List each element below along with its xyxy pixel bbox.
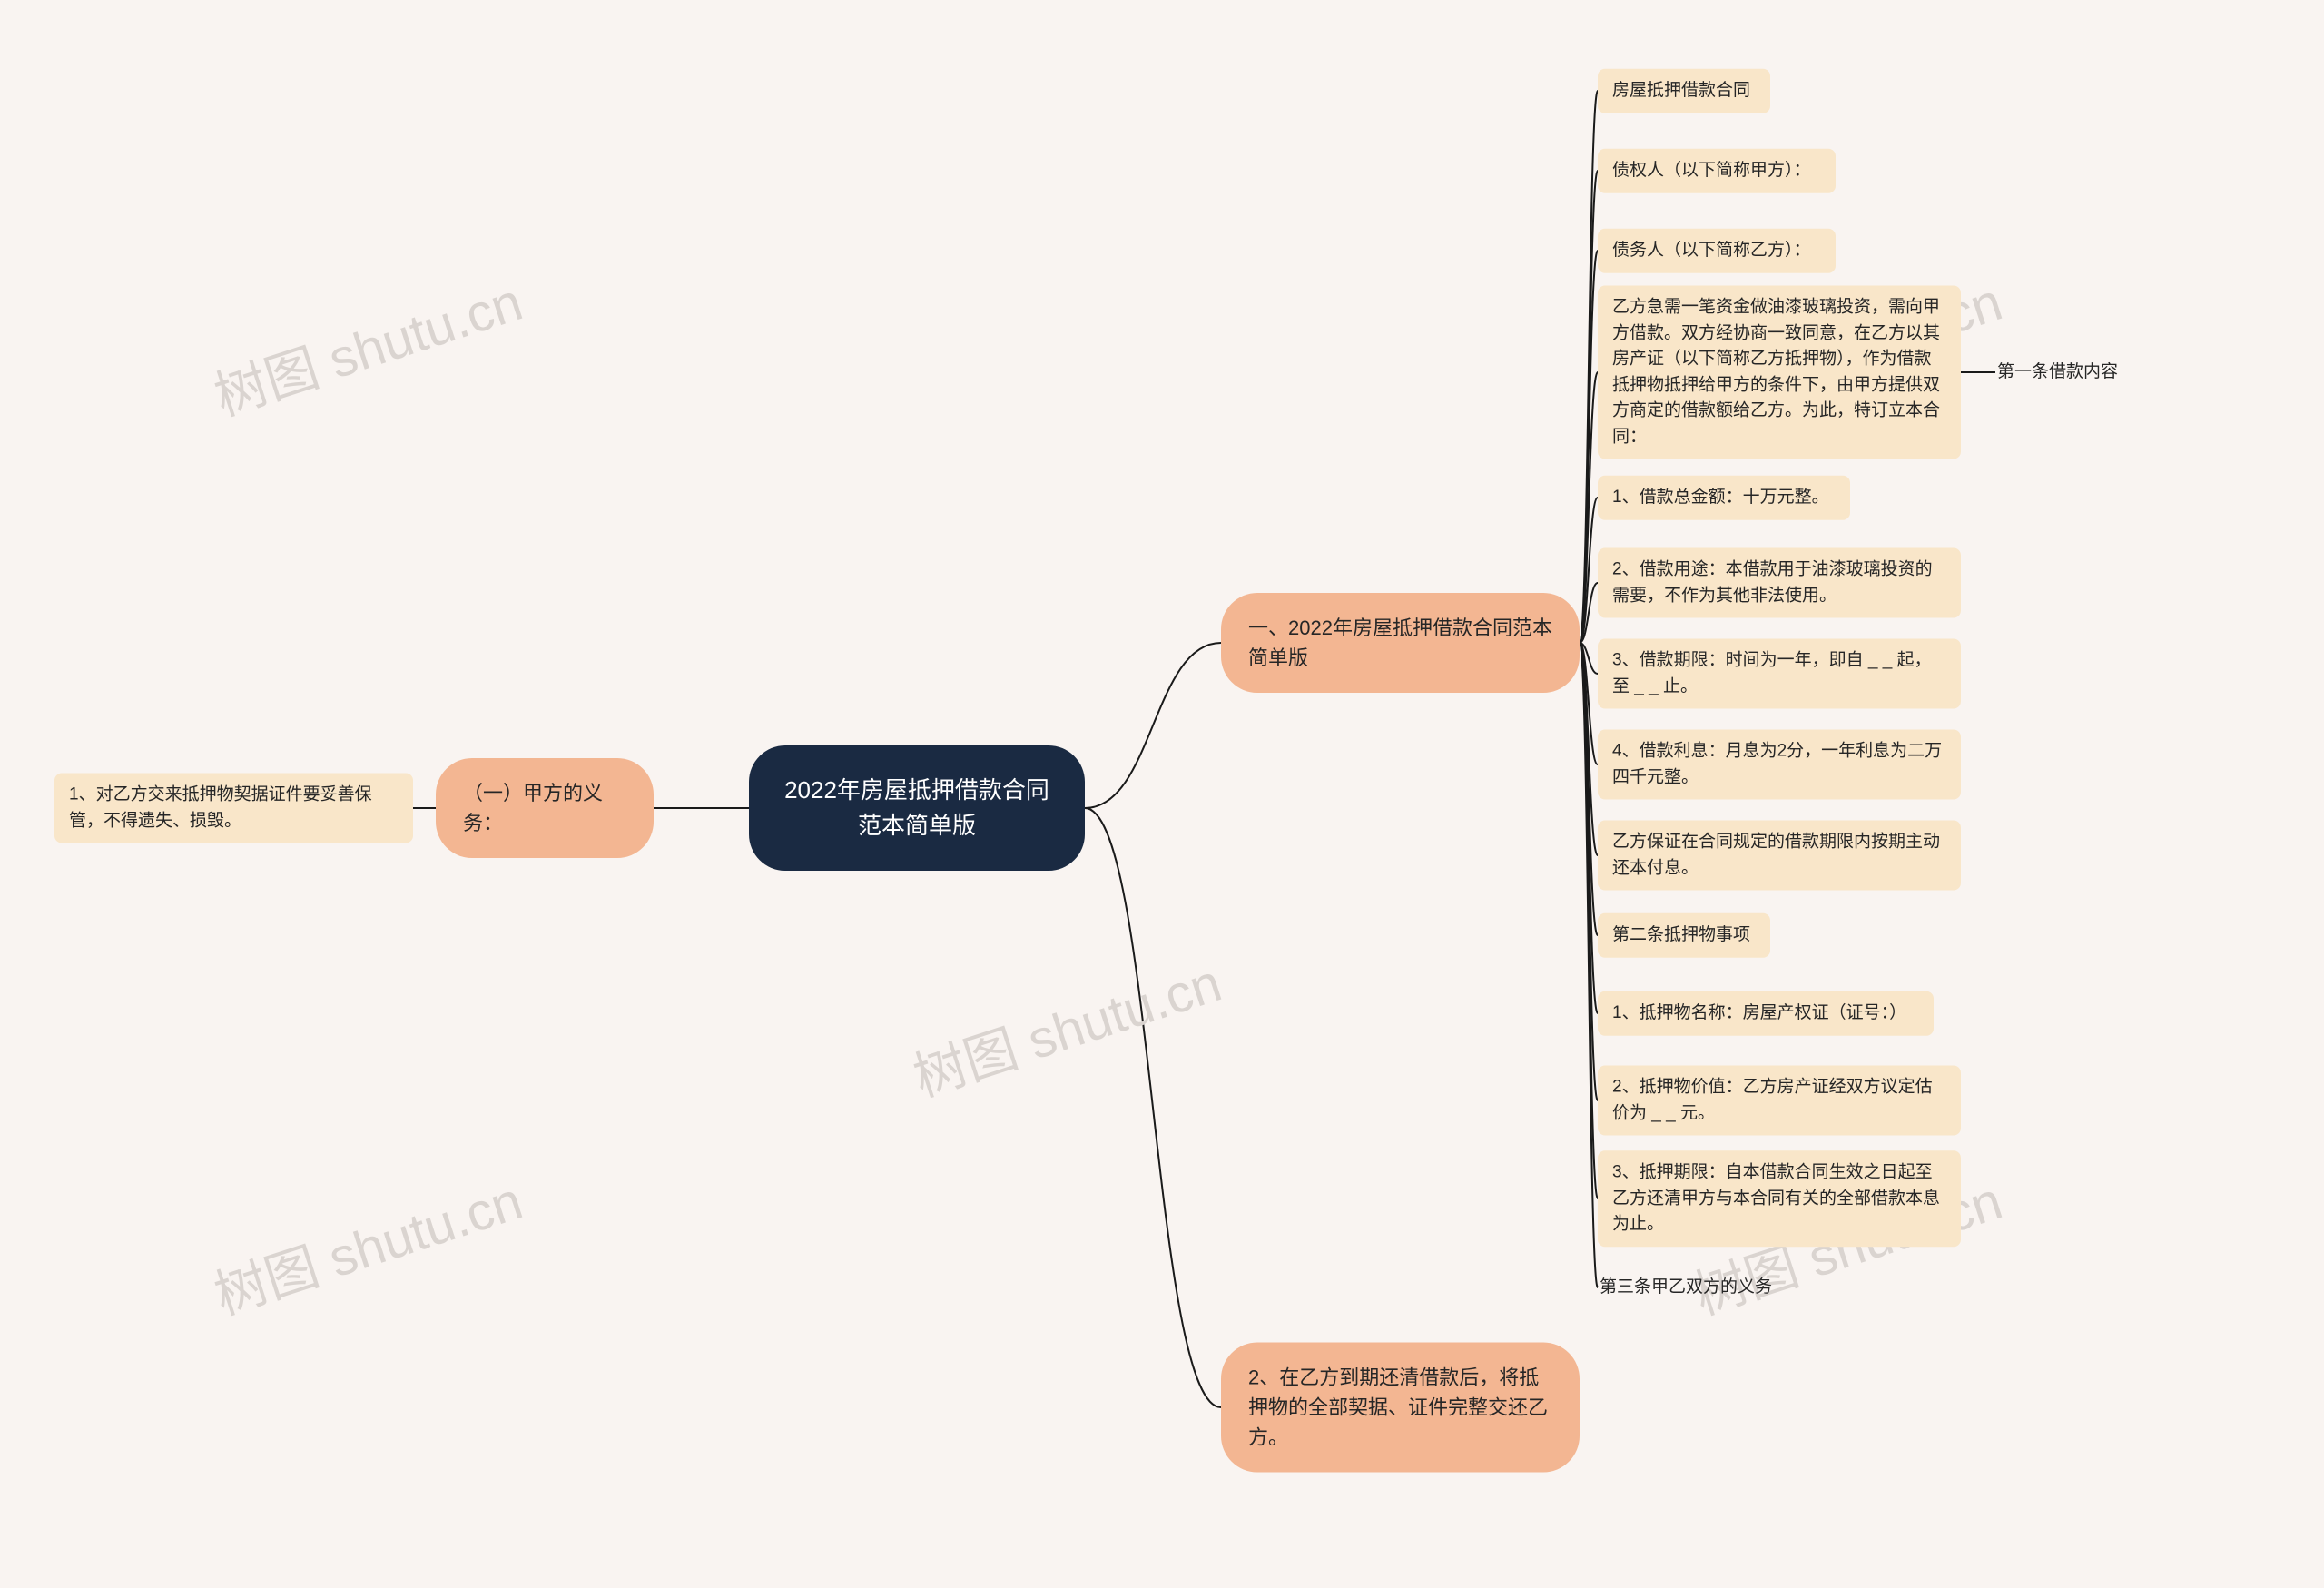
edge (1580, 643, 1598, 1100)
leaf-node[interactable]: 乙方急需一笔资金做油漆玻璃投资，需向甲方借款。双方经协商一致同意，在乙方以其房产… (1598, 286, 1961, 459)
leaf-node[interactable]: 2、借款用途：本借款用于油漆玻璃投资的需要，不作为其他非法使用。 (1598, 548, 1961, 618)
edge (1580, 171, 1598, 643)
node-text: 1、对乙方交来抵押物契据证件要妥善保管，不得遗失、损毁。 (69, 785, 372, 831)
edge (1580, 583, 1598, 643)
node-text: 2、借款用途：本借款用于油漆玻璃投资的需要，不作为其他非法使用。 (1612, 560, 1933, 606)
leaf-node[interactable]: 1、借款总金额：十万元整。 (1598, 476, 1850, 520)
branch-node[interactable]: 2、在乙方到期还清借款后，将抵押物的全部契据、证件完整交还乙方。 (1221, 1343, 1580, 1473)
node-text: 押物的全部契据、证件完整交还乙 (1248, 1396, 1548, 1419)
root-node[interactable]: 2022年房屋抵押借款合同范本简单版 (749, 745, 1085, 871)
edge (1085, 808, 1221, 1407)
leaf-node[interactable]: 1、抵押物名称：房屋产权证（证号：） (1598, 991, 1934, 1036)
node-text: 4、借款利息：月息为2分，一年利息为二万四千元整。 (1612, 742, 1942, 787)
node-text: 一、2022年房屋抵押借款合同范本 (1248, 616, 1552, 639)
leaf-node[interactable]: 债权人（以下简称甲方）： (1598, 149, 1836, 193)
watermark: 树图 shutu.cn (203, 260, 530, 430)
node-text: 方。 (1248, 1426, 1288, 1449)
leaf-node[interactable]: 3、借款期限：时间为一年，即自 _ _ 起，至 _ _ 止。 (1598, 639, 1961, 709)
node-text: 2、抵押物价值：乙方房产证经双方议定估价为 _ _ 元。 (1612, 1078, 1933, 1123)
node-text: 3、借款期限：时间为一年，即自 _ _ 起，至 _ _ 止。 (1612, 651, 1932, 696)
edge (1085, 643, 1221, 808)
watermark: 树图 shutu.cn (203, 1159, 530, 1329)
watermark: 树图 shutu.cn (902, 941, 1229, 1111)
leaf-node[interactable]: 第三条甲乙双方的义务 (1598, 1271, 1799, 1305)
mindmap-canvas: 树图 shutu.cn树图 shutu.cn树图 shutu.cn树图 shut… (0, 0, 2324, 1588)
leaf-node[interactable]: 2、抵押物价值：乙方房产证经双方议定估价为 _ _ 元。 (1598, 1066, 1961, 1136)
leaf-node[interactable]: 1、对乙方交来抵押物契据证件要妥善保管，不得遗失、损毁。 (54, 774, 413, 843)
edge (1580, 251, 1598, 643)
node-text: 乙方急需一笔资金做油漆玻璃投资，需向甲方借款。双方经协商一致同意，在乙方以其房产… (1612, 298, 1940, 447)
node-text: 第三条甲乙双方的义务 (1600, 1277, 1772, 1297)
edge (1580, 372, 1598, 643)
node-text: 3、抵押期限：自本借款合同生效之日起至乙方还清甲方与本合同有关的全部借款本息为止… (1612, 1162, 1940, 1233)
node-text: 债权人（以下简称甲方）： (1612, 161, 1811, 180)
node-text: （一）甲方的义务： (463, 782, 603, 834)
node-text: 乙方保证在合同规定的借款期限内按期主动还本付息。 (1612, 833, 1940, 878)
branch-node[interactable]: 一、2022年房屋抵押借款合同范本简单版 (1221, 593, 1580, 693)
node-text: 2、在乙方到期还清借款后，将抵 (1248, 1366, 1539, 1389)
node-text: 第二条抵押物事项 (1612, 925, 1750, 944)
node-text: 1、抵押物名称：房屋产权证（证号：） (1612, 1003, 1906, 1022)
leaf-node[interactable]: 房屋抵押借款合同 (1598, 69, 1770, 113)
leaf-node[interactable]: 第一条借款内容 (1995, 356, 2146, 390)
edge (1580, 498, 1598, 643)
edge (1580, 643, 1598, 855)
edge (1580, 643, 1598, 1013)
node-text: 债务人（以下简称乙方）： (1612, 241, 1811, 260)
edge (1580, 91, 1598, 643)
node-text: 第一条借款内容 (1997, 362, 2118, 381)
edge (1580, 643, 1598, 764)
edge (1580, 643, 1598, 1287)
branch-node[interactable]: （一）甲方的义务： (436, 758, 654, 858)
node-text: 范本简单版 (858, 812, 976, 839)
edge (1580, 643, 1598, 1198)
edge (1580, 643, 1598, 935)
node-text: 1、借款总金额：十万元整。 (1612, 488, 1829, 507)
node-text: 2022年房屋抵押借款合同 (784, 776, 1049, 804)
leaf-node[interactable]: 债务人（以下简称乙方）： (1598, 229, 1836, 273)
node-text: 简单版 (1248, 646, 1308, 669)
leaf-node[interactable]: 3、抵押期限：自本借款合同生效之日起至乙方还清甲方与本合同有关的全部借款本息为止… (1598, 1150, 1961, 1247)
leaf-node[interactable]: 第二条抵押物事项 (1598, 913, 1770, 958)
leaf-node[interactable]: 4、借款利息：月息为2分，一年利息为二万四千元整。 (1598, 730, 1961, 800)
edge (1580, 643, 1598, 674)
node-text: 房屋抵押借款合同 (1612, 81, 1750, 100)
leaf-node[interactable]: 乙方保证在合同规定的借款期限内按期主动还本付息。 (1598, 821, 1961, 891)
